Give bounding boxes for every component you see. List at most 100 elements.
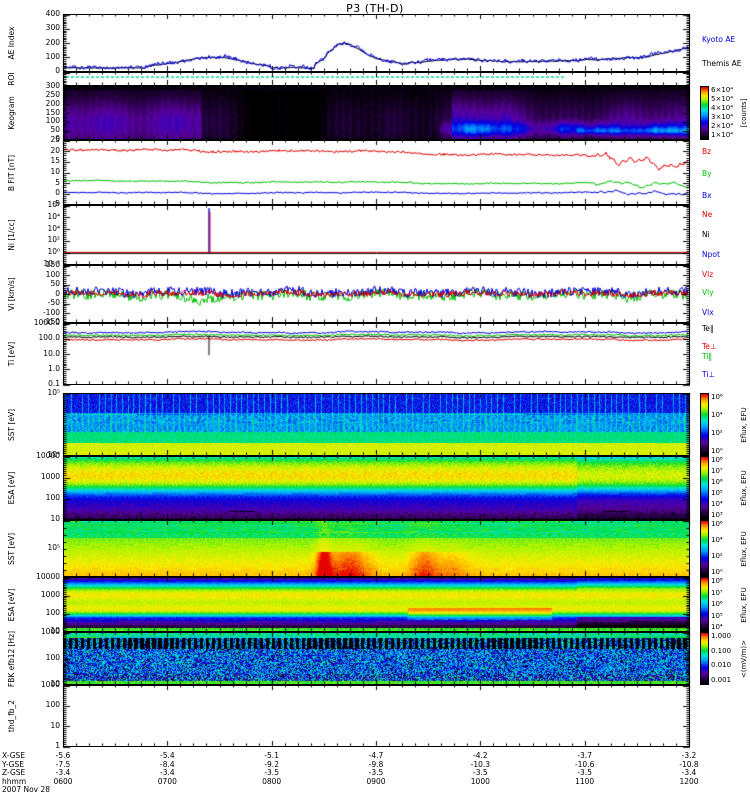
panel-bfit	[63, 140, 690, 205]
x-axis-value: -3.5	[264, 768, 279, 778]
x-axis-value: -9.8	[368, 759, 384, 769]
x-axis-row-label-2: Z-GSE	[2, 768, 26, 778]
panel-axis-label-sst_e: SST [eV]	[7, 408, 16, 441]
y-tick-label: 50	[50, 125, 60, 135]
legend-label-ti-0: Te‖	[702, 324, 714, 333]
y-tick-label: 1000	[40, 472, 60, 481]
panel-axis-label-esa_i: ESA [eV]	[7, 588, 16, 621]
x-axis-value: -10.3	[470, 759, 491, 769]
y-tick-label: 200	[45, 98, 60, 108]
y-tick-label: 100	[45, 269, 60, 279]
x-axis-value: 1000	[470, 776, 490, 786]
panel-thd_fb_2	[63, 685, 690, 747]
y-tick-label: 10⁵	[47, 388, 60, 397]
colorbar-title-esa_i: Eflux, EFU	[740, 586, 748, 623]
y-tick-label: 15	[50, 156, 60, 166]
x-axis-value: -8.4	[160, 759, 175, 769]
x-axis-value: -7.5	[55, 759, 71, 769]
y-tick-label: 10⁵	[47, 543, 60, 552]
panel-esa_e	[63, 456, 690, 520]
x-axis-value: -4.2	[473, 751, 488, 760]
panel-roi	[63, 72, 690, 86]
legend-label-vi-2: Vlx	[702, 308, 714, 317]
panel-sst_i	[63, 520, 690, 577]
panel-fbk	[63, 632, 690, 685]
y-tick-label: -50	[47, 298, 60, 307]
colorbar-tick-label: 1×10⁴	[711, 131, 734, 139]
y-tick-label: 10	[50, 626, 60, 635]
y-tick-label: 100.0	[38, 333, 60, 343]
y-tick-label: 10²	[47, 235, 60, 245]
x-axis-value: 0700	[157, 776, 177, 786]
y-tick-label: 0	[55, 288, 60, 298]
colorbar-tick-label: 10⁶	[711, 478, 723, 486]
x-axis-row-label-4: 2007 Nov 28	[2, 785, 51, 795]
y-tick-label: 250	[45, 89, 60, 99]
x-axis-value: -5.6	[55, 751, 71, 760]
panel-axis-label-vi: Vi [km/s]	[7, 277, 16, 311]
panel-axis-label-sst_i: SST [eV]	[7, 532, 16, 565]
legend-label-bfit-0: Bz	[702, 147, 712, 156]
y-tick-label: 1000	[40, 680, 60, 689]
x-axis-row-label-0: X-GSE	[2, 751, 26, 760]
panel-ae	[63, 14, 690, 72]
colorbar-title-sst_e: Eflux, EFU	[740, 406, 748, 443]
y-tick-label: 100	[45, 608, 60, 617]
colorbar-tick-label: 10⁶	[711, 520, 723, 528]
y-tick-label: 1000.0	[33, 318, 60, 327]
colorbar-tick-label: 1.000	[711, 632, 732, 640]
x-axis-value: -3.4	[160, 768, 175, 778]
y-tick-label: 20	[50, 145, 60, 155]
x-axis-value: -4.7	[368, 751, 384, 760]
colorbar-tick-label: 0.100	[711, 646, 732, 655]
colorbar-sst_i	[700, 520, 709, 577]
y-tick-label: 200	[45, 37, 60, 47]
x-axis-value: -3.4	[681, 768, 697, 778]
colorbar-tick-label: 10⁶	[711, 600, 723, 608]
x-axis-value: -3.4	[55, 768, 71, 778]
colorbar-tick-label: 2×10⁴	[711, 122, 734, 130]
x-axis-value: -3.5	[368, 768, 384, 778]
y-tick-label: 10⁴	[47, 211, 60, 221]
y-tick-label: 0	[55, 188, 60, 198]
x-axis-value: 1100	[575, 776, 595, 786]
colorbar-tick-label: 10⁰	[711, 568, 723, 576]
colorbar-title-sst_i: Eflux, EFU	[740, 530, 748, 567]
y-tick-label: -5	[52, 199, 60, 208]
y-tick-label: 0	[55, 66, 60, 75]
colorbar-tick-label: 10⁴	[711, 536, 723, 544]
colorbar-tick-label: 10⁸	[711, 577, 723, 585]
colorbar-tick-label: 10⁴	[711, 411, 723, 419]
y-tick-label: 10⁻²	[43, 259, 60, 268]
x-axis-value: 1200	[679, 776, 699, 786]
y-tick-label: 10.0	[43, 348, 60, 358]
colorbar-tick-label: 5×10⁴	[711, 95, 734, 103]
y-tick-label: 10	[50, 720, 60, 730]
y-tick-label: 1000	[40, 590, 60, 599]
colorbar-title-esa_e: Eflux, EFU	[740, 470, 748, 506]
legend-label-vi-1: Vly	[702, 288, 714, 297]
panel-axis-label-ti: Ti [eV]	[7, 341, 16, 367]
legend-label-bfit-1: By	[702, 169, 712, 178]
panel-axis-label-thd_fb_2: thd_fb_2	[7, 699, 16, 733]
legend-label-ae-0: Kyoto AE	[702, 35, 736, 44]
y-tick-label: 1.0	[48, 363, 60, 373]
panel-sst_e	[63, 393, 690, 456]
y-tick-label: 10⁶	[47, 200, 60, 209]
colorbar-fbk	[700, 632, 709, 685]
x-axis-value: -10.6	[574, 759, 595, 769]
y-tick-label: -100	[42, 307, 60, 317]
colorbar-tick-label: 10⁸	[711, 456, 723, 464]
legend-label-ti-2: Ti‖	[702, 352, 713, 361]
colorbar-tick-label: 6×10⁴	[711, 86, 734, 94]
y-tick-label: 10⁴	[47, 223, 60, 233]
y-tick-label: 10000	[36, 572, 60, 581]
y-tick-label: 0.1	[48, 379, 60, 388]
panel-axis-label-ae: AE Index	[7, 26, 16, 60]
colorbar-tick-label: 3×10⁴	[711, 113, 734, 121]
y-tick-label: -150	[42, 317, 60, 326]
y-tick-label: 10	[50, 679, 60, 688]
x-axis-value: -3.2	[681, 751, 697, 760]
x-axis-value: 0800	[262, 776, 282, 786]
